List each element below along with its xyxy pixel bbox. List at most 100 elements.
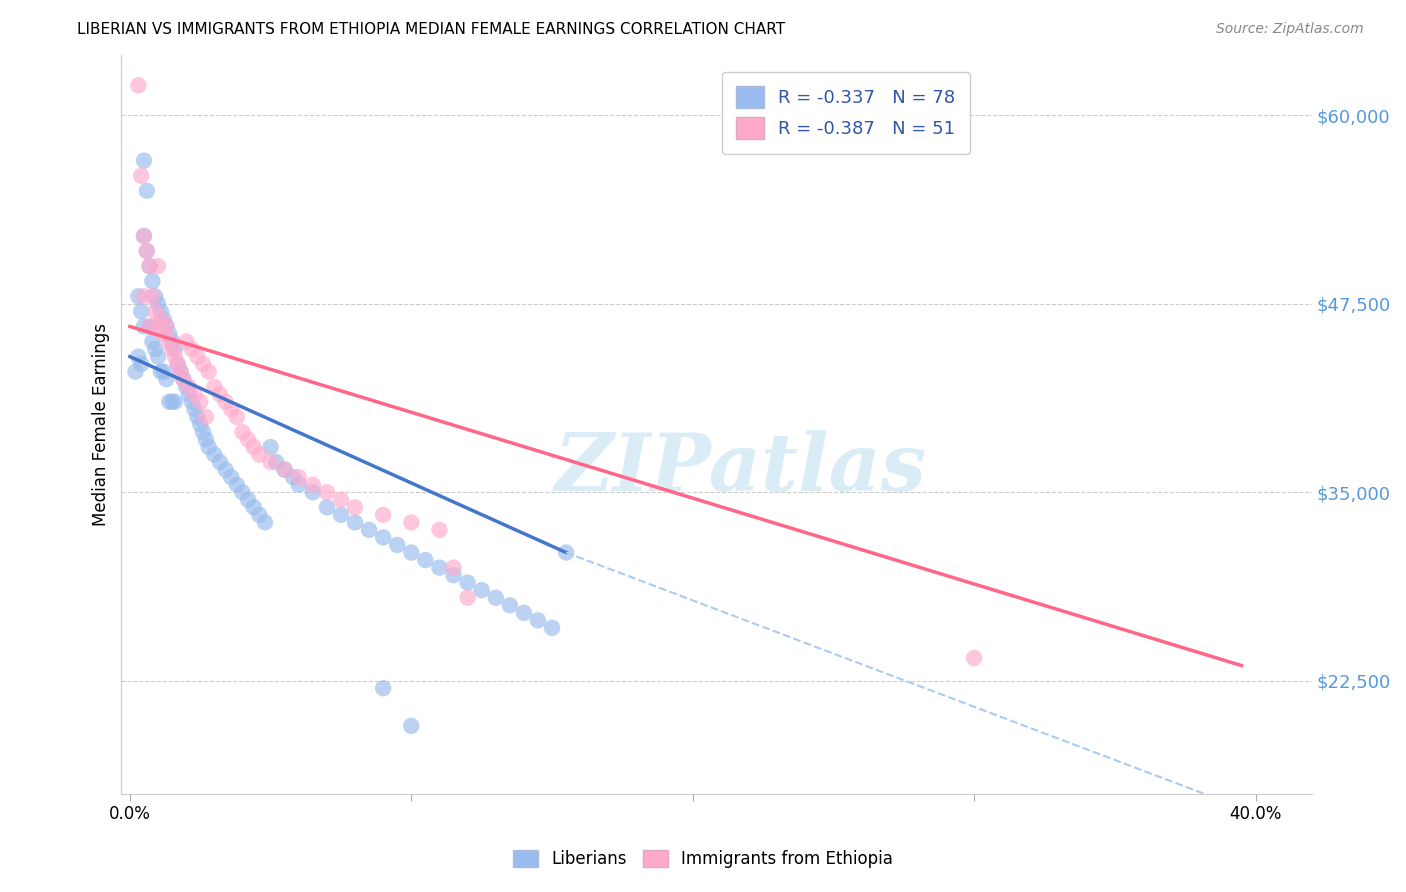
Point xyxy=(373,681,395,695)
Point xyxy=(141,289,163,303)
Point xyxy=(359,523,381,537)
Point xyxy=(138,259,160,273)
Point xyxy=(157,326,180,341)
Point xyxy=(541,621,564,635)
Point xyxy=(219,402,242,417)
Point xyxy=(149,304,172,318)
Point xyxy=(197,365,219,379)
Point xyxy=(513,606,536,620)
Point xyxy=(180,342,202,356)
Point xyxy=(225,477,247,491)
Point xyxy=(169,365,191,379)
Point xyxy=(152,312,174,326)
Legend: Liberians, Immigrants from Ethiopia: Liberians, Immigrants from Ethiopia xyxy=(506,843,900,875)
Point xyxy=(127,289,149,303)
Point xyxy=(208,455,231,469)
Point xyxy=(141,274,163,288)
Point xyxy=(471,583,494,598)
Point xyxy=(146,319,169,334)
Point xyxy=(247,508,270,522)
Point xyxy=(301,485,323,500)
Point xyxy=(259,440,281,454)
Point xyxy=(127,350,149,364)
Point xyxy=(166,357,188,371)
Point xyxy=(146,259,169,273)
Point xyxy=(429,523,451,537)
Point xyxy=(231,425,253,439)
Point xyxy=(401,719,423,733)
Point xyxy=(138,319,160,334)
Point xyxy=(214,394,236,409)
Point xyxy=(273,462,295,476)
Point xyxy=(457,575,479,590)
Point xyxy=(188,417,211,432)
Point xyxy=(485,591,508,605)
Point xyxy=(127,78,149,93)
Point xyxy=(194,409,217,424)
Point xyxy=(143,304,166,318)
Point xyxy=(415,553,437,567)
Point xyxy=(401,545,423,559)
Text: ZIPatlas: ZIPatlas xyxy=(554,430,927,508)
Point xyxy=(132,229,155,244)
Point xyxy=(301,477,323,491)
Point xyxy=(315,485,337,500)
Point xyxy=(247,448,270,462)
Point xyxy=(160,334,183,349)
Point xyxy=(186,350,208,364)
Point xyxy=(149,312,172,326)
Text: LIBERIAN VS IMMIGRANTS FROM ETHIOPIA MEDIAN FEMALE EARNINGS CORRELATION CHART: LIBERIAN VS IMMIGRANTS FROM ETHIOPIA MED… xyxy=(77,22,786,37)
Point xyxy=(188,394,211,409)
Point xyxy=(242,440,264,454)
Point xyxy=(155,372,177,386)
Point xyxy=(344,500,367,515)
Point xyxy=(174,334,197,349)
Point xyxy=(194,433,217,447)
Point xyxy=(169,365,191,379)
Point xyxy=(129,304,152,318)
Point xyxy=(429,560,451,574)
Point xyxy=(129,169,152,183)
Point xyxy=(236,492,259,507)
Point xyxy=(157,394,180,409)
Point xyxy=(287,477,309,491)
Point xyxy=(191,357,214,371)
Point xyxy=(963,651,986,665)
Point xyxy=(172,372,194,386)
Point xyxy=(163,394,186,409)
Point xyxy=(183,387,205,401)
Point xyxy=(457,591,479,605)
Point xyxy=(443,568,465,582)
Point xyxy=(443,560,465,574)
Point xyxy=(527,613,550,627)
Point xyxy=(135,244,157,258)
Point xyxy=(401,516,423,530)
Point xyxy=(231,485,253,500)
Point xyxy=(132,229,155,244)
Point xyxy=(135,244,157,258)
Point xyxy=(163,350,186,364)
Point xyxy=(344,516,367,530)
Point xyxy=(132,319,155,334)
Point xyxy=(183,402,205,417)
Point xyxy=(253,516,276,530)
Point xyxy=(135,184,157,198)
Point xyxy=(225,409,247,424)
Point xyxy=(315,500,337,515)
Point xyxy=(387,538,409,552)
Point xyxy=(157,334,180,349)
Point xyxy=(191,425,214,439)
Point xyxy=(555,545,578,559)
Legend: R = -0.337   N = 78, R = -0.387   N = 51: R = -0.337 N = 78, R = -0.387 N = 51 xyxy=(723,71,970,153)
Point xyxy=(202,448,225,462)
Point xyxy=(174,380,197,394)
Point xyxy=(330,508,353,522)
Point xyxy=(330,492,353,507)
Point xyxy=(177,380,200,394)
Point xyxy=(177,387,200,401)
Point xyxy=(499,599,522,613)
Point xyxy=(155,319,177,334)
Point xyxy=(373,508,395,522)
Point xyxy=(242,500,264,515)
Point xyxy=(160,342,183,356)
